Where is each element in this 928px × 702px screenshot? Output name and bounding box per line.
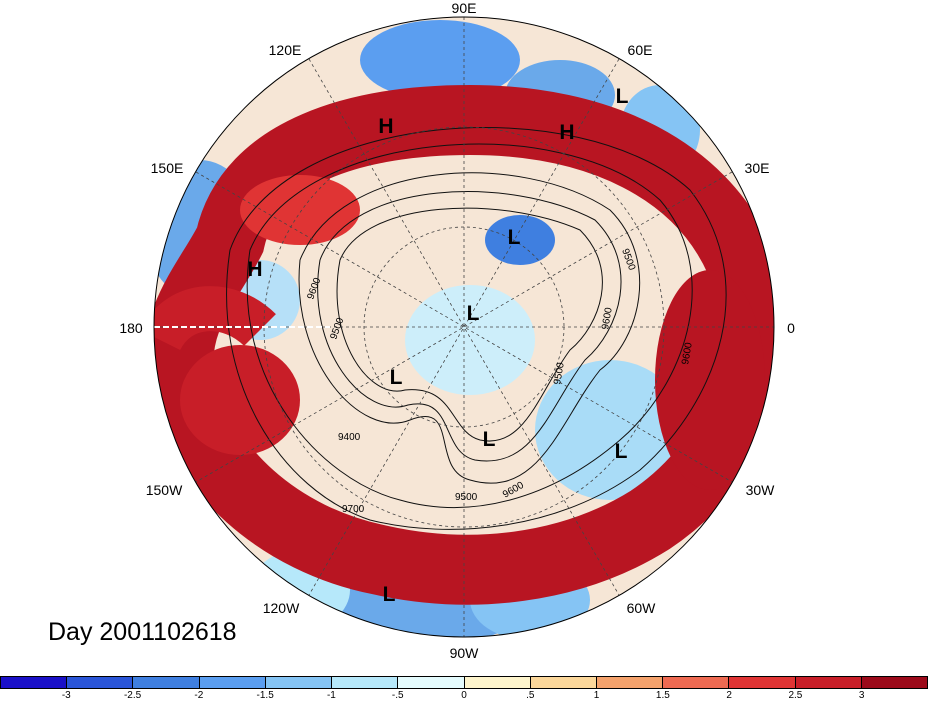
low-pressure-marker: L (482, 428, 496, 451)
colorbar-tick-label: -2.5 (123, 690, 142, 701)
colorbar-tick-label: 1.5 (655, 690, 670, 701)
colorbar-swatch (861, 677, 928, 688)
lon-label-90e: 90E (451, 0, 477, 16)
colorbar-swatch (265, 677, 333, 688)
geopotential-contours (226, 127, 727, 530)
low-pressure-marker: L (466, 302, 480, 325)
high-pressure-marker: H (378, 115, 394, 138)
colorbar-tick-label: 3 (858, 690, 865, 701)
low-pressure-marker: L (382, 583, 396, 606)
colorbar-swatch (795, 677, 862, 688)
colorbar-tick-label: -2 (194, 690, 204, 701)
colorbar-tick-label: 0 (461, 690, 467, 701)
contour-label: 9700 (342, 504, 365, 515)
lon-label-120e: 120E (268, 42, 302, 58)
colorbar-swatch (398, 677, 465, 688)
colorbar-tick-label: -.5 (391, 690, 404, 701)
colorbar-swatch (729, 677, 796, 688)
colorbar-swatch (1, 677, 68, 688)
contour-label: 9500 (552, 361, 567, 385)
colorbar (0, 676, 928, 689)
colorbar-swatch (663, 677, 730, 688)
colorbar-tick-label: 2.5 (788, 690, 803, 701)
colorbar-swatch (530, 677, 597, 688)
lon-label-60e: 60E (627, 42, 653, 58)
high-pressure-marker: H (247, 258, 263, 281)
contour-label: 9400 (338, 432, 361, 443)
anomaly-field (154, 17, 774, 637)
graticule (154, 17, 774, 637)
low-pressure-marker: L (614, 440, 628, 463)
colorbar-swatch (464, 677, 531, 688)
colorbar-swatch (596, 677, 664, 688)
colorbar-swatch (332, 677, 399, 688)
colorbar-tick-label: 1 (593, 690, 600, 701)
lon-label-30w: 30W (745, 482, 775, 498)
contour-label: 9500 (455, 492, 478, 503)
colorbar-tick-label: 2 (726, 690, 732, 701)
lon-label-180: 180 (119, 320, 143, 336)
lon-label-150e: 150E (150, 160, 184, 176)
colorbar-tick-label: -3 (61, 690, 71, 701)
lon-label-120w: 120W (262, 600, 300, 616)
colorbar-tick-label: -1 (326, 690, 336, 701)
map-border (153, 16, 775, 638)
colorbar-tick-label: .5 (526, 690, 535, 701)
contour-label: 9600 (680, 341, 695, 365)
colorbar-tick-label: -1.5 (256, 690, 274, 701)
contour-label: 9600 (600, 306, 615, 330)
low-pressure-marker: L (389, 366, 403, 389)
lon-label-0: 0 (787, 320, 795, 336)
colorbar-swatch (67, 677, 134, 688)
high-pressure-marker: H (559, 121, 575, 144)
lon-label-30e: 30E (744, 160, 770, 176)
colorbar-swatch (133, 677, 200, 688)
lon-label-60w: 60W (626, 600, 656, 616)
lon-label-90w: 90W (449, 645, 479, 661)
colorbar-swatch (199, 677, 266, 688)
date-label: Day 2001102618 (48, 618, 237, 646)
lon-label-150w: 150W (145, 482, 183, 498)
low-pressure-marker: L (615, 85, 629, 108)
low-pressure-marker: L (507, 226, 521, 249)
